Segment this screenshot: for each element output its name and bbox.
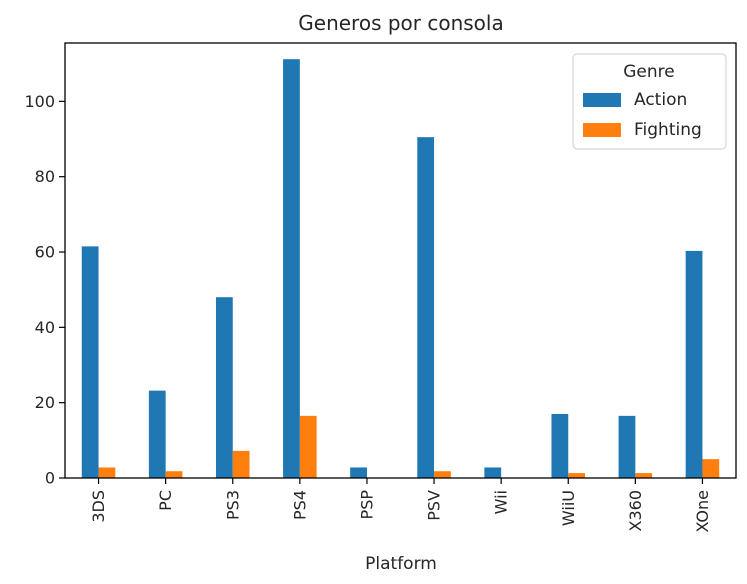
x-axis: 3DS PC PS3 PS4 PSP PSV Wii WiiU X360 XOne	[89, 478, 712, 533]
legend: Genre Action Fighting	[572, 53, 727, 150]
bar-fighting-psv	[434, 471, 451, 478]
chart-title: Generos por consola	[298, 11, 503, 35]
y-tick-label: 20	[35, 393, 55, 412]
bar-fighting-pc	[165, 471, 183, 478]
x-tick-label: PS4	[290, 490, 309, 520]
y-tick-label: 80	[35, 167, 55, 186]
y-tick-label: 40	[35, 318, 55, 337]
x-tick-label: WiiU	[559, 490, 578, 526]
x-tick-label: XOne	[693, 490, 712, 533]
x-tick-label: 3DS	[89, 490, 108, 523]
legend-title: Genre	[623, 62, 674, 82]
bar-fighting-x360	[635, 473, 653, 478]
bar-fighting-wiiu	[568, 473, 586, 478]
x-tick-label: X360	[626, 490, 645, 532]
y-tick-label: 0	[45, 469, 55, 488]
legend-swatch-fighting	[583, 123, 621, 137]
legend-label-action: Action	[634, 90, 687, 110]
x-tick-label: PS3	[223, 490, 242, 520]
y-tick-label: 100	[24, 92, 55, 111]
legend-entries: Action Fighting	[583, 90, 702, 140]
y-tick-label: 60	[35, 243, 55, 262]
x-tick-label: PSV	[425, 490, 444, 521]
bar-action-wii	[484, 467, 502, 478]
bar-fighting-3ds	[98, 467, 116, 478]
y-axis: 0 20 40 60 80 100	[24, 92, 65, 488]
bar-action-psp	[350, 467, 367, 478]
bar-fighting-ps3	[232, 450, 250, 478]
bar-action-ps4	[283, 59, 300, 479]
bar-action-wiiu	[551, 413, 569, 478]
bar-action-xone	[685, 250, 703, 478]
bar-fighting-xone	[702, 459, 720, 478]
x-tick-label: Wii	[492, 490, 511, 514]
legend-swatch-action	[583, 93, 621, 107]
bar-action-3ds	[81, 246, 99, 478]
plot-frame	[64, 42, 737, 479]
x-tick-label: PSP	[357, 490, 376, 520]
legend-label-fighting: Fighting	[634, 120, 702, 140]
x-axis-title: Platform	[365, 554, 437, 574]
bar-action-psv	[417, 137, 435, 479]
bar-action-x360	[618, 415, 636, 478]
bar-action-ps3	[215, 297, 233, 478]
x-tick-label: PC	[156, 490, 175, 511]
bar-action-pc	[148, 390, 166, 478]
bar-fighting-ps4	[299, 415, 317, 478]
bars-group	[81, 59, 720, 479]
